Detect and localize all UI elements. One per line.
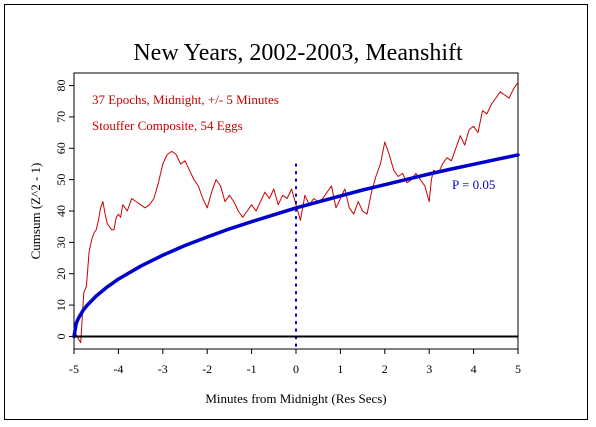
y-tick-label: 10	[54, 299, 68, 311]
chart-title: New Years, 2002-2003, Meanshift	[133, 40, 463, 66]
y-axis: 0 10 20 30 40 50 60 70 80	[54, 80, 74, 339]
y-tick-label: 0	[54, 333, 68, 339]
x-tick-label: 2	[382, 362, 388, 376]
p05-envelope-line	[72, 153, 520, 339]
annotation-composite: Stouffer Composite, 54 Eggs	[92, 118, 243, 133]
y-tick-label: 20	[54, 268, 68, 280]
x-tick-label: 5	[515, 362, 521, 376]
x-tick-label: -1	[247, 362, 257, 376]
x-axis: -5 -4 -3 -2 -1 0 1 2 3 4 5	[69, 349, 521, 376]
y-tick-label: 70	[54, 111, 68, 123]
y-tick-label: 30	[54, 236, 68, 248]
y-axis-label: Cumsum (Z^2 - 1)	[28, 163, 43, 260]
x-axis-label: Minutes from Midnight (Res Secs)	[205, 391, 386, 406]
y-tick-label: 40	[54, 205, 68, 217]
x-tick-label: -4	[113, 362, 123, 376]
series-layer	[72, 82, 520, 347]
x-tick-label: -3	[158, 362, 168, 376]
x-tick-label: 1	[337, 362, 343, 376]
x-tick-label: 4	[471, 362, 477, 376]
significance-label: P = 0.05	[452, 177, 495, 192]
x-tick-label: 0	[293, 362, 299, 376]
x-tick-label: -2	[202, 362, 212, 376]
annotation-epochs: 37 Epochs, Midnight, +/- 5 Minutes	[92, 92, 279, 107]
y-tick-label: 80	[54, 80, 68, 92]
x-tick-label: -5	[69, 362, 79, 376]
x-tick-label: 3	[426, 362, 432, 376]
y-tick-label: 50	[54, 174, 68, 186]
y-tick-label: 60	[54, 142, 68, 154]
